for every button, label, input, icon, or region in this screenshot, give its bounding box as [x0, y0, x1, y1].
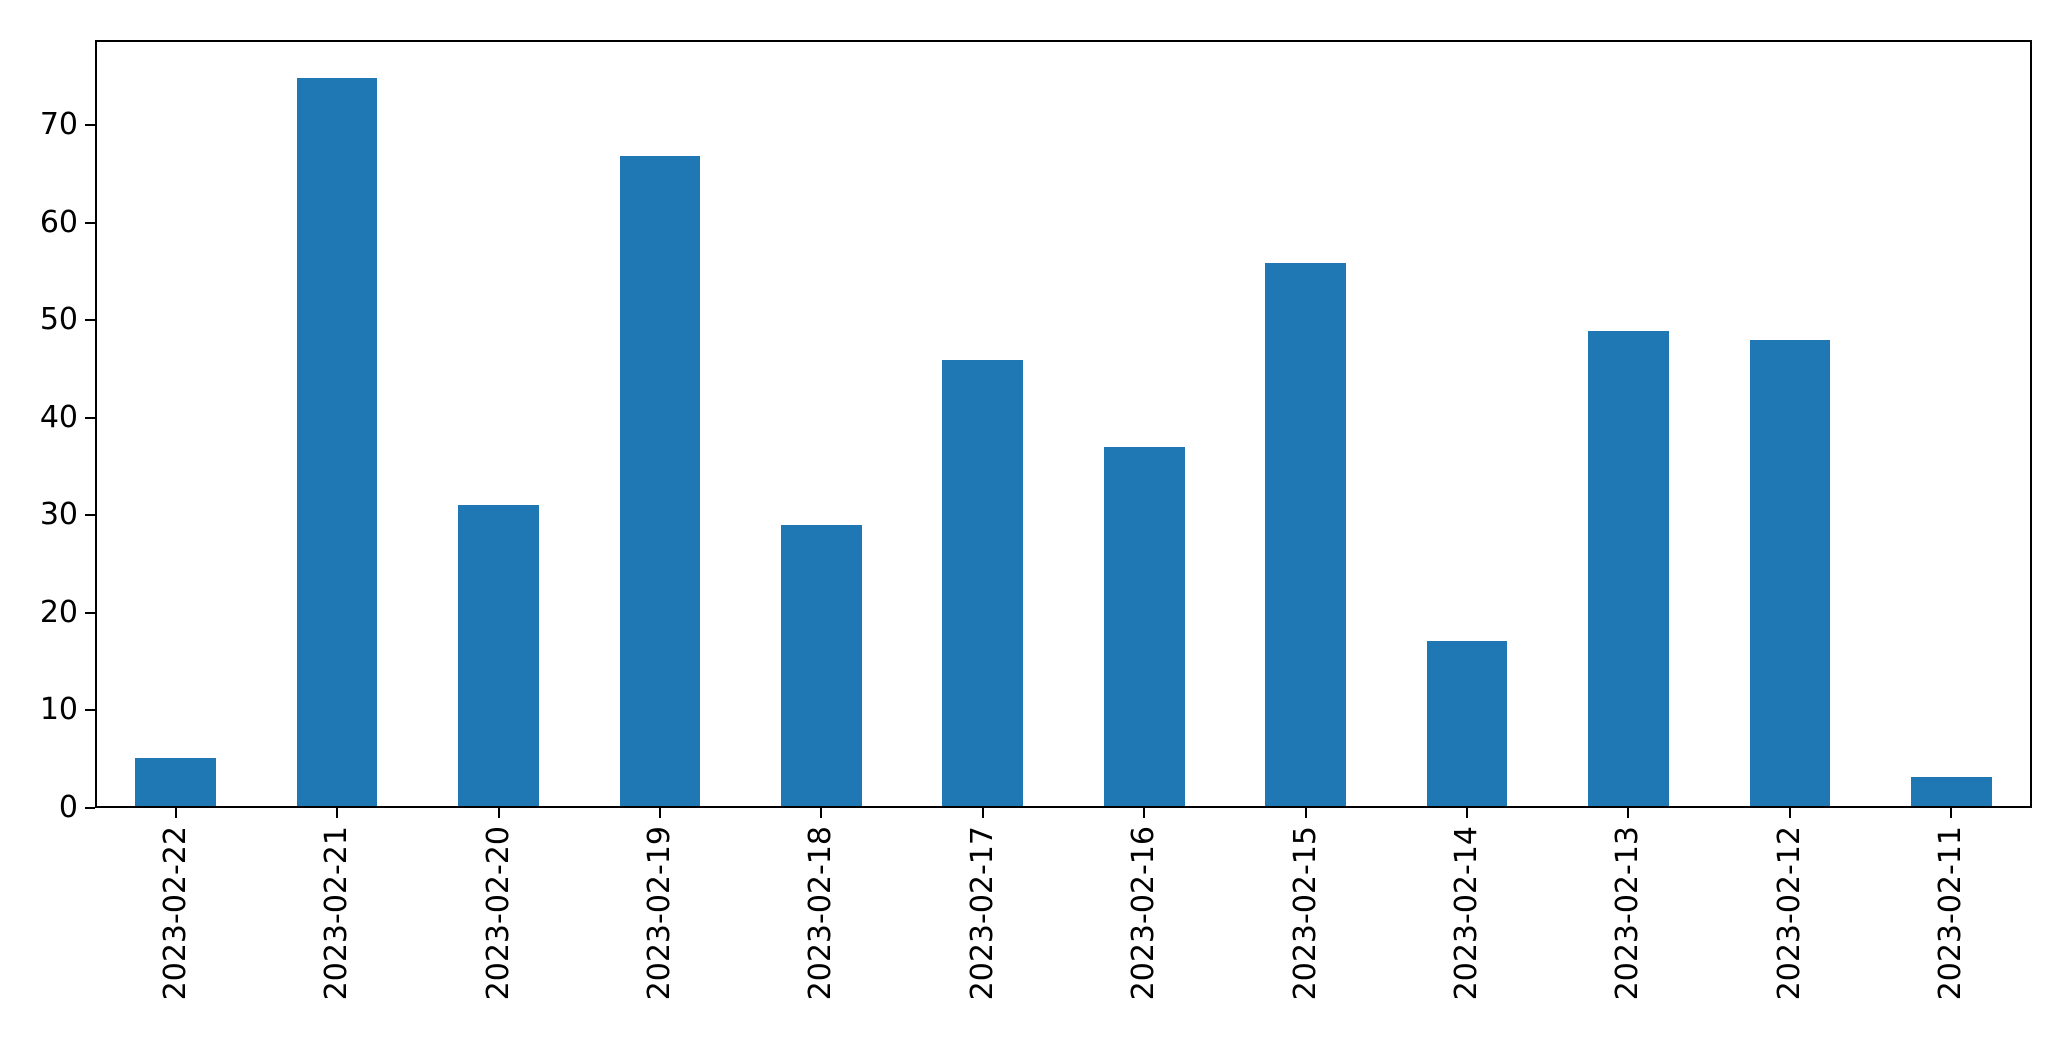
x-tick-label-2023-02-11: 2023-02-11	[1933, 826, 1969, 1001]
x-tick-label-2023-02-21: 2023-02-21	[319, 826, 355, 1001]
y-tick-mark-30	[85, 514, 95, 517]
y-tick-label-10: 10	[39, 692, 78, 728]
x-tick-mark-2023-02-22	[174, 808, 177, 818]
x-tick-label-2023-02-15: 2023-02-15	[1287, 826, 1323, 1001]
y-tick-mark-10	[85, 709, 95, 712]
y-tick-label-20: 20	[39, 594, 78, 630]
bar-2023-02-13	[1588, 330, 1669, 806]
x-tick-label-2023-02-14: 2023-02-14	[1449, 826, 1485, 1001]
plot-area	[95, 40, 2032, 808]
bar-2023-02-15	[1265, 262, 1346, 806]
y-tick-label-0: 0	[58, 790, 78, 825]
y-tick-label-50: 50	[39, 302, 78, 338]
bar-2023-02-12	[1749, 340, 1831, 806]
bar-2023-02-16	[1103, 447, 1185, 806]
y-tick-mark-60	[85, 221, 95, 224]
y-tick-mark-0	[85, 807, 95, 809]
bar-2023-02-20	[458, 505, 539, 806]
y-tick-mark-70	[85, 124, 95, 127]
x-tick-label-2023-02-12: 2023-02-12	[1771, 826, 1807, 1001]
x-tick-mark-2023-02-19	[658, 808, 661, 818]
bar-2023-02-18	[781, 524, 862, 806]
x-tick-mark-2023-02-21	[336, 808, 339, 818]
x-tick-mark-2023-02-11	[1950, 808, 1953, 818]
bar-2023-02-11	[1910, 776, 1992, 806]
x-tick-label-2023-02-22: 2023-02-22	[157, 826, 193, 1001]
y-tick-mark-50	[85, 319, 95, 322]
bar-2023-02-22	[135, 757, 217, 806]
x-tick-label-2023-02-20: 2023-02-20	[480, 826, 516, 1001]
y-tick-mark-20	[85, 611, 95, 614]
x-tick-label-2023-02-17: 2023-02-17	[964, 826, 1000, 1001]
y-tick-label-60: 60	[39, 204, 78, 240]
x-tick-mark-2023-02-20	[497, 808, 500, 818]
x-tick-mark-2023-02-16	[1143, 808, 1146, 818]
x-tick-mark-2023-02-17	[981, 808, 984, 818]
x-tick-mark-2023-02-18	[820, 808, 823, 818]
y-tick-label-70: 70	[39, 107, 78, 143]
bar-2023-02-17	[942, 359, 1024, 806]
x-tick-label-2023-02-16: 2023-02-16	[1126, 826, 1162, 1001]
x-tick-mark-2023-02-14	[1466, 808, 1469, 818]
x-tick-label-2023-02-13: 2023-02-13	[1610, 826, 1646, 1001]
bar-2023-02-14	[1426, 641, 1508, 806]
y-tick-label-40: 40	[39, 399, 78, 435]
y-tick-mark-40	[85, 416, 95, 419]
bar-2023-02-21	[296, 78, 378, 806]
x-tick-label-2023-02-18: 2023-02-18	[803, 826, 839, 1001]
y-tick-label-30: 30	[39, 497, 78, 533]
bar-2023-02-19	[619, 156, 701, 806]
x-tick-mark-2023-02-13	[1627, 808, 1630, 818]
x-tick-mark-2023-02-15	[1304, 808, 1307, 818]
x-tick-label-2023-02-19: 2023-02-19	[641, 826, 677, 1001]
x-tick-mark-2023-02-12	[1788, 808, 1791, 818]
